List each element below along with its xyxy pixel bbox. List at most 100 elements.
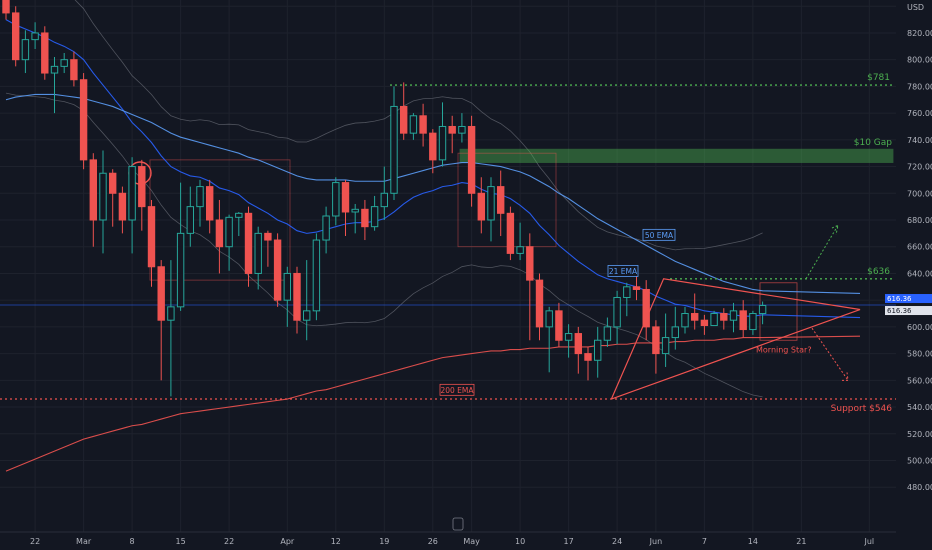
candle-body (467, 125, 476, 194)
y-tick-label: 680.00 (907, 216, 932, 225)
candle-body (157, 266, 165, 321)
y-tick-label: 500.00 (907, 456, 932, 465)
candle-body (555, 310, 563, 341)
ema-line (5, 335, 861, 472)
candle-body (526, 246, 534, 281)
candle-body (2, 0, 10, 14)
gap-zones (149, 148, 894, 341)
y-tick-label: 640.00 (907, 269, 932, 278)
candle-body (60, 59, 68, 67)
candles (2, 0, 767, 397)
candle-body (138, 166, 146, 208)
candle-body (497, 186, 505, 214)
x-tick-label: 22 (30, 537, 40, 546)
candle-body (244, 212, 253, 274)
annotations: $10 Gap $781 $636 Support $546 200 EMA 50 EMA… (439, 73, 893, 414)
x-tick-label: 7 (702, 537, 707, 546)
candle-body (12, 12, 20, 61)
y-axis-bg (896, 0, 932, 550)
ema-line (5, 93, 861, 295)
candle-body (303, 310, 311, 321)
candle-body (632, 286, 641, 290)
candle-body (438, 125, 447, 161)
candle-body (700, 319, 709, 327)
candle-body (186, 206, 195, 234)
x-tick-label: 24 (612, 537, 622, 546)
ema21-label-box (607, 265, 639, 277)
candle-body (312, 239, 321, 312)
candle-body (671, 326, 679, 339)
candle-body (225, 216, 233, 248)
ema50-label: 50 EMA (645, 231, 674, 240)
candle-body (341, 182, 350, 213)
x-tick-label: Apr (280, 537, 295, 546)
breakout-arrow (805, 224, 839, 280)
x-tick-label: 15 (176, 537, 186, 546)
candle-body (31, 32, 39, 41)
candle-body (458, 125, 466, 134)
candle-body (506, 212, 515, 254)
candle-body (264, 232, 272, 241)
candle-body (516, 246, 524, 254)
candle-body (50, 65, 59, 74)
x-tick-label: May (463, 537, 480, 546)
candle-body (41, 32, 49, 74)
candle-body (390, 105, 398, 194)
price-tag: 616.36 (887, 295, 912, 303)
candle-body (176, 232, 185, 308)
y-tick-label: 520.00 (907, 430, 932, 439)
candle-body (758, 305, 767, 315)
x-tick-label: 19 (379, 537, 389, 546)
candle-body (594, 339, 602, 361)
candle-body (642, 288, 650, 328)
candle-body (254, 232, 262, 274)
candle-body (167, 306, 175, 321)
candle-body (429, 132, 437, 161)
resistance-label: $781 (867, 73, 890, 83)
candle-body (79, 79, 88, 161)
candle-body (691, 313, 699, 321)
candle-body (361, 208, 369, 228)
candle-body (545, 310, 553, 328)
candle-body (477, 192, 486, 221)
candle-body (623, 286, 631, 298)
candle-body (283, 272, 292, 301)
candle-body (235, 212, 243, 218)
currency-label: USD (907, 3, 924, 12)
candle-body (273, 239, 282, 301)
candle-body (380, 192, 389, 208)
y-tick-label: 580.00 (907, 350, 932, 359)
ema200-label: 200 EMA (440, 386, 474, 395)
y-tick-label: 800.00 (907, 56, 932, 65)
candle-body (206, 186, 214, 221)
x-tick-label: Mar (76, 537, 92, 546)
price-tag-box-2 (885, 306, 932, 316)
candle-body (661, 337, 670, 355)
x-axis: 22 Mar 8 15 22 Apr 12 19 26 May 10 17 24 Jun 7 14 21 Jul (0, 517, 896, 546)
candle-body (448, 125, 456, 134)
x-tick-label: 10 (515, 537, 525, 546)
price-levels (0, 84, 896, 400)
candle-body (332, 182, 340, 217)
candle-body (89, 159, 97, 221)
candle-body (400, 105, 408, 134)
support-label: Support $546 (831, 404, 893, 414)
y-tick-label: 780.00 (907, 82, 932, 91)
y-tick-label: 660.00 (907, 243, 932, 252)
candle-body (749, 313, 757, 331)
x-tick-label: 17 (564, 537, 574, 546)
y-tick-label: 540.00 (907, 403, 932, 412)
candle-body (419, 115, 427, 134)
candle-body (293, 272, 301, 321)
breakout-label: $636 (867, 267, 890, 277)
earnings-icon (452, 517, 464, 531)
candle-body (574, 333, 582, 355)
candle-body (322, 215, 330, 241)
candle-body (147, 206, 156, 268)
candle-body (196, 186, 204, 208)
ema21-label: 21 EMA (609, 267, 638, 276)
candle-body (215, 219, 224, 248)
breakdown-arrow (811, 327, 849, 381)
x-tick-label: Jul (863, 537, 874, 546)
